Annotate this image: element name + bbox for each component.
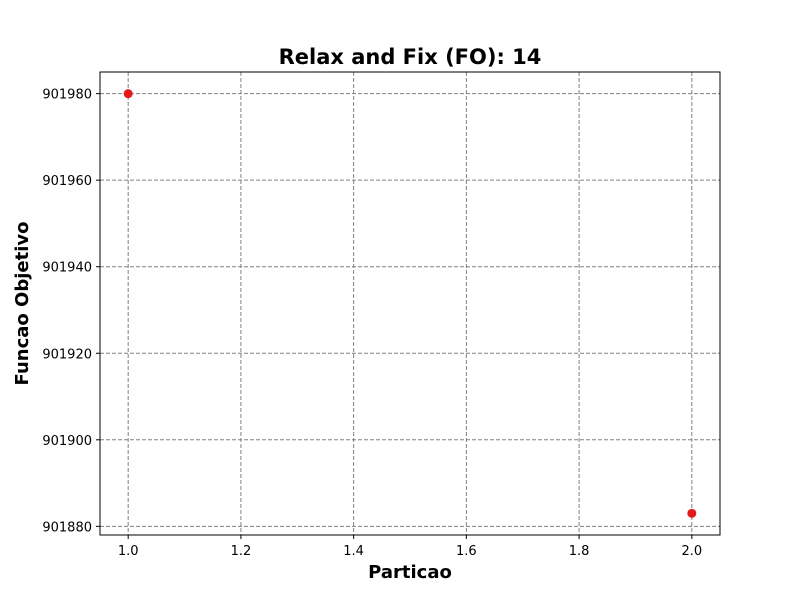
x-tick-label: 1.8 [569, 544, 590, 559]
scatter-point [687, 508, 697, 518]
x-axis-label: Particao [368, 562, 452, 583]
grid [100, 72, 720, 535]
y-tick-label: 901920 [42, 347, 92, 362]
chart-title: Relax and Fix (FO): 14 [279, 45, 542, 69]
x-tick-label: 1.6 [456, 544, 477, 559]
y-tick-label: 901880 [42, 520, 92, 535]
plot-area-frame [99, 71, 721, 536]
x-tick-label: 2.0 [681, 544, 702, 559]
y-tick-label: 901960 [42, 174, 92, 189]
x-tick-label: 1.4 [343, 544, 364, 559]
y-axis-label: Funcao Objetivo [12, 222, 33, 386]
scatter-point [123, 89, 133, 99]
y-tick-label: 901940 [42, 261, 92, 276]
axis-ticks: 1.0 1.2 1.4 1.6 1.8 2.0 901880 901900 901920 9019… [42, 88, 702, 559]
x-tick-label: 1.2 [231, 544, 252, 559]
x-tick-label: 1.0 [118, 544, 139, 559]
y-tick-label: 901980 [42, 88, 92, 103]
y-tick-label: 901900 [42, 434, 92, 449]
scatter-points [123, 89, 697, 518]
